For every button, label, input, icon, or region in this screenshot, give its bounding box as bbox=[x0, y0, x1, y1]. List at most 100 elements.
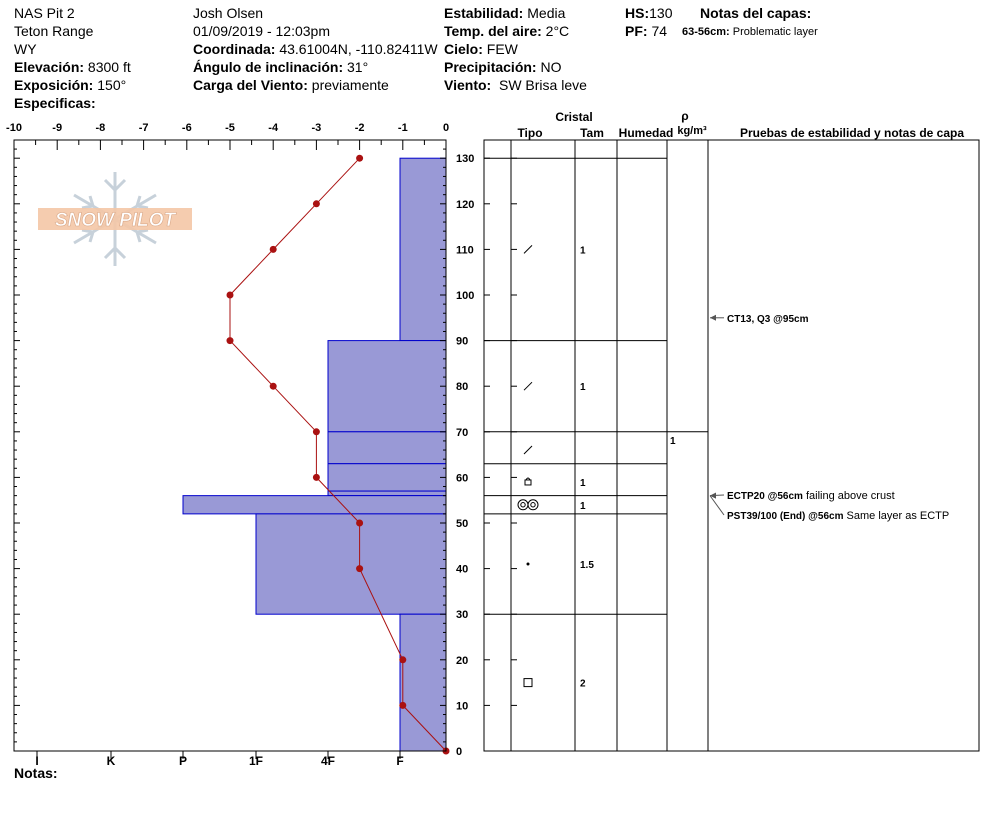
hardness-tick-label-1: K bbox=[107, 754, 116, 768]
crystal-size-0: 1 bbox=[580, 245, 586, 256]
hardness-bar-1 bbox=[327, 340, 447, 433]
crystal-symbol-precip-particle-icon bbox=[523, 245, 533, 254]
crystal-symbol-precip-particle-icon bbox=[523, 381, 533, 391]
depth-label-11: 110 bbox=[456, 244, 474, 256]
mf-outer-1 bbox=[527, 499, 539, 511]
layer-table bbox=[483, 139, 980, 752]
sky: Cielo: FEW bbox=[444, 41, 518, 57]
depth-label-13: 130 bbox=[456, 153, 474, 165]
coordinates: Coordinada: 43.61004N, -110.82411W bbox=[193, 41, 438, 57]
header-type: Tipo bbox=[517, 126, 542, 140]
air-temp: Temp. del aire: 2°C bbox=[444, 23, 570, 39]
header-density-unit: kg/m³ bbox=[677, 125, 707, 137]
temperature-point-0 bbox=[356, 154, 364, 162]
precipitation: Precipitación: NO bbox=[444, 59, 562, 75]
depth-label-5: 50 bbox=[456, 518, 468, 530]
hardness-tick-label-4: 4F bbox=[321, 754, 335, 768]
temperature-point-9 bbox=[356, 565, 364, 573]
hardness-bar-2 bbox=[327, 431, 447, 465]
test-arrow-head-2 bbox=[710, 492, 716, 499]
crystal-size-4: 1 bbox=[580, 501, 586, 512]
temp-tick-label-3: -7 bbox=[139, 122, 149, 134]
facet-square bbox=[524, 479, 532, 486]
hardness-bar-5 bbox=[182, 495, 447, 515]
range-name: Teton Range bbox=[14, 23, 94, 39]
mf-inner-0 bbox=[520, 502, 526, 508]
crystal-size-5: 1.5 bbox=[580, 560, 594, 571]
hardness-bar-3 bbox=[327, 463, 447, 492]
crystal-symbol-faceted-crystals-icon bbox=[523, 678, 533, 688]
test-arrow-line-2 bbox=[709, 495, 725, 516]
stability: Estabilidad: Media bbox=[444, 5, 566, 21]
pit-name: NAS Pit 2 bbox=[14, 5, 75, 21]
layer-note: 63-56cm: Problematic layer bbox=[682, 26, 818, 38]
temperature-point-4 bbox=[226, 337, 234, 345]
hardness-bar-4 bbox=[327, 490, 447, 497]
crystal-size-3: 1 bbox=[580, 478, 586, 489]
temp-tick-label-4: -6 bbox=[182, 122, 192, 134]
snowpilot-logo: SNOW PILOT bbox=[38, 172, 192, 266]
temperature-point-5 bbox=[269, 382, 277, 390]
hardness-bar-0 bbox=[399, 157, 447, 342]
temp-tick-label-10: 0 bbox=[443, 122, 449, 134]
crystal-symbol-precip-particle-icon bbox=[523, 445, 533, 455]
datetime: 01/09/2019 - 12:03pm bbox=[193, 23, 330, 39]
crystal-symbol-rounded-grains-icon bbox=[526, 562, 530, 566]
temp-tick-label-9: -1 bbox=[398, 122, 408, 134]
depth-label-4: 40 bbox=[456, 564, 468, 576]
temp-tick-label-6: -4 bbox=[268, 122, 279, 134]
temperature-point-8 bbox=[356, 519, 364, 527]
depth-label-8: 80 bbox=[456, 381, 468, 393]
rg-dot bbox=[526, 562, 530, 566]
header-rho: ρ bbox=[681, 109, 688, 123]
hardness-bar-7 bbox=[399, 613, 447, 752]
temp-tick-label-5: -5 bbox=[225, 122, 235, 134]
temp-tick-label-2: -8 bbox=[96, 122, 106, 134]
depth-label-12: 120 bbox=[456, 199, 474, 211]
facet-arc bbox=[525, 477, 531, 481]
depth-label-3: 30 bbox=[456, 609, 468, 621]
stability-test-1: ECTP20 @56cm failing above crust bbox=[727, 490, 895, 502]
precip-particle-mark bbox=[523, 381, 533, 391]
mf-inner-1 bbox=[530, 502, 536, 508]
hs: HS:130 bbox=[625, 5, 673, 21]
depth-label-10: 100 bbox=[456, 290, 474, 302]
stability-test-2: PST39/100 (End) @56cm Same layer as ECTP bbox=[727, 510, 949, 522]
temp-tick-label-0: -10 bbox=[6, 122, 22, 134]
hardness-bar-6 bbox=[255, 513, 447, 615]
header-tests: Pruebas de estabilidad y notas de capa bbox=[740, 126, 964, 140]
hardness-tick-label-3: 1F bbox=[249, 754, 263, 768]
depth-label-0: 0 bbox=[456, 746, 462, 758]
layer-notes-title: Notas del capas: bbox=[700, 5, 812, 21]
wind-load: Carga del Viento: previamente bbox=[193, 77, 389, 93]
elevation: Elevación: 8300 ft bbox=[14, 59, 131, 75]
precip-particle-mark bbox=[523, 245, 533, 254]
depth-label-2: 20 bbox=[456, 655, 468, 667]
crystal-symbol-melt-freeze-icon bbox=[517, 499, 539, 511]
aspect: Exposición: 150° bbox=[14, 77, 127, 93]
temperature-point-3 bbox=[226, 291, 234, 299]
stability-test-0: CT13, Q3 @95cm bbox=[727, 314, 809, 325]
crystal-size-1: 1 bbox=[580, 382, 586, 393]
temperature-point-6 bbox=[312, 428, 320, 436]
pf: PF: 74 bbox=[625, 23, 668, 39]
slope-angle: Ángulo de inclinación: 31° bbox=[193, 59, 369, 75]
temperature-point-10 bbox=[399, 656, 407, 664]
temp-tick-label-8: -2 bbox=[355, 122, 365, 134]
hardness-tick-label-5: F bbox=[396, 754, 403, 768]
depth-label-7: 70 bbox=[456, 427, 468, 439]
temperature-point-1 bbox=[312, 200, 320, 208]
header-size: Tam bbox=[580, 126, 604, 140]
temp-tick-label-7: -3 bbox=[312, 122, 322, 134]
temperature-point-7 bbox=[312, 473, 320, 481]
mf-outer-0 bbox=[517, 499, 529, 511]
temp-tick-label-1: -9 bbox=[52, 122, 62, 134]
crystal-size-6: 2 bbox=[580, 679, 586, 690]
specifics: Especificas: bbox=[14, 95, 96, 111]
crystal-symbol-faceted-rounded-icon bbox=[524, 477, 532, 486]
logo-text: SNOW PILOT bbox=[55, 210, 177, 231]
notes-label: Notas: bbox=[14, 765, 58, 781]
precip-particle-mark bbox=[523, 445, 533, 455]
density-value-0: 1 bbox=[670, 436, 676, 447]
